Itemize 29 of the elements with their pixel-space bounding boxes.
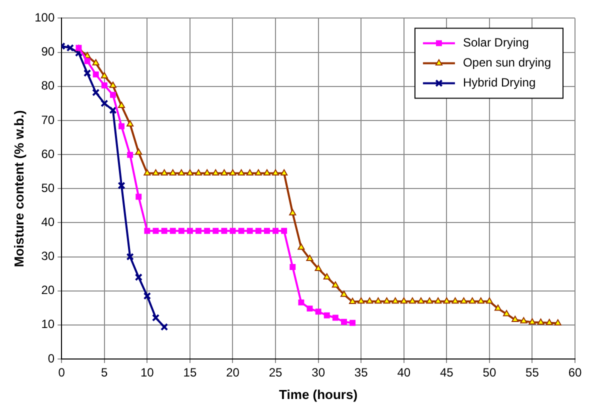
x-tick-label: 45 <box>440 366 454 380</box>
y-tick-label: 60 <box>41 146 55 161</box>
y-tick-label: 0 <box>48 351 55 366</box>
y-tick-label: 90 <box>41 44 55 59</box>
legend-label: Hybrid Drying <box>462 76 536 90</box>
x-axis-title: Time (hours) <box>279 386 358 402</box>
x-tick-label: 35 <box>354 366 368 380</box>
y-tick-label: 80 <box>41 78 55 93</box>
x-tick-label: 50 <box>482 366 496 380</box>
x-tick-label: 25 <box>268 366 283 380</box>
x-tick-label: 10 <box>140 366 154 380</box>
y-tick-label: 20 <box>41 283 55 298</box>
y-axis-title: Moisture content (% w.b.) <box>11 110 26 268</box>
y-tick-label: 50 <box>41 180 55 195</box>
y-tick-label: 40 <box>41 214 55 229</box>
x-tick-label: 5 <box>101 366 108 380</box>
x-tick-label: 20 <box>226 366 240 380</box>
x-tick-label: 55 <box>526 366 540 380</box>
x-tick-label: 60 <box>568 366 582 380</box>
x-tick-label: 15 <box>183 366 197 380</box>
y-tick-label: 70 <box>41 112 55 127</box>
x-tick-label: 30 <box>312 366 326 380</box>
legend-label: Open sun drying <box>462 56 552 70</box>
x-tick-label: 40 <box>397 366 411 380</box>
x-tick-label: 0 <box>58 366 66 380</box>
y-tick-label: 100 <box>34 10 55 25</box>
y-tick-label: 30 <box>41 249 55 264</box>
legend-label: Solar Drying <box>462 36 529 50</box>
y-tick-label: 10 <box>41 317 55 332</box>
